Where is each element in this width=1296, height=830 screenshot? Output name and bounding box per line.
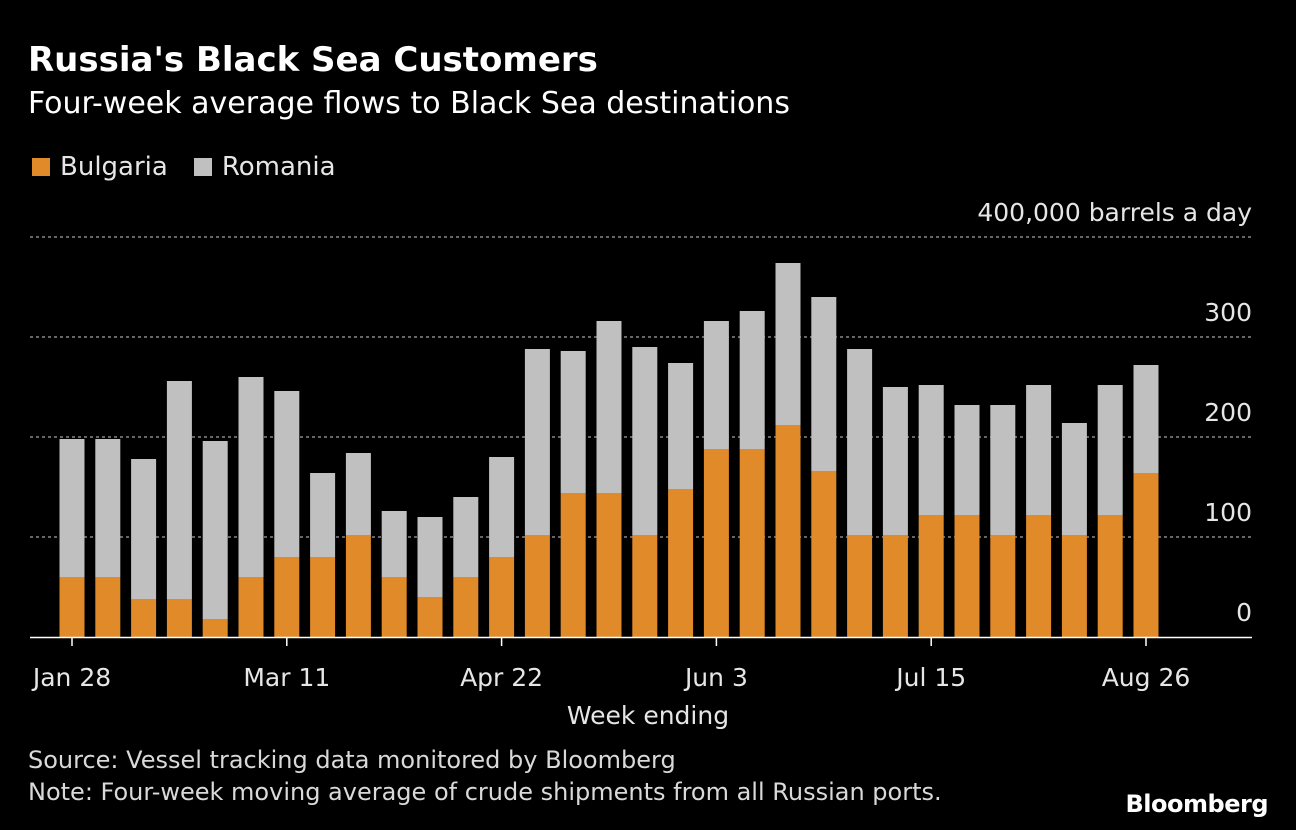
bar-romania-27	[1026, 385, 1052, 515]
bar-romania-24	[918, 385, 944, 515]
bar-romania-19	[739, 311, 765, 449]
bar-bulgaria-4	[202, 619, 228, 637]
bar-romania-17	[668, 363, 694, 489]
bar-romania-29	[1097, 385, 1123, 515]
bar-bulgaria-15	[596, 493, 622, 637]
bar-romania-0	[59, 439, 85, 577]
bar-bulgaria-7	[310, 557, 336, 637]
bar-romania-21	[811, 297, 837, 471]
bar-bulgaria-23	[882, 535, 908, 637]
source-note: Source: Vessel tracking data monitored b…	[28, 746, 676, 774]
y-tick-label-0: 0	[1236, 598, 1252, 627]
bar-bulgaria-26	[990, 535, 1016, 637]
x-tick-label-12: Apr 22	[460, 663, 543, 692]
bar-bulgaria-0	[59, 577, 85, 637]
bar-romania-1	[95, 439, 121, 577]
bar-romania-13	[524, 349, 550, 535]
bar-romania-30	[1133, 365, 1159, 473]
x-tick-label-0: Jan 28	[31, 663, 111, 692]
bar-romania-6	[274, 391, 300, 557]
bar-bulgaria-18	[703, 449, 729, 637]
bar-bulgaria-11	[453, 577, 479, 637]
bar-romania-14	[560, 351, 586, 493]
legend-label-romania: Romania	[221, 152, 336, 182]
bar-romania-20	[775, 263, 801, 425]
y-tick-label-100: 100	[1204, 498, 1252, 527]
legend-item-bulgaria: Bulgaria	[32, 152, 168, 182]
bar-romania-18	[703, 321, 729, 449]
y-tick-label-200: 200	[1204, 398, 1252, 427]
bar-bulgaria-20	[775, 425, 801, 637]
bar-bulgaria-17	[668, 489, 694, 637]
bar-romania-2	[131, 459, 157, 599]
legend-label-bulgaria: Bulgaria	[60, 152, 168, 182]
bar-bulgaria-3	[166, 599, 192, 637]
bar-bulgaria-25	[954, 515, 980, 637]
bar-chart: 0 100 200 300 400,000 barrels a day Jan 28 Mar…	[30, 198, 1252, 730]
bar-bulgaria-21	[811, 471, 837, 637]
legend-item-romania: Romania	[193, 152, 336, 182]
bar-romania-9	[381, 511, 407, 577]
bar-romania-3	[166, 381, 192, 599]
chart-subtitle: Four-week average flows to Black Sea des…	[28, 86, 790, 121]
bar-romania-28	[1061, 423, 1087, 535]
bloomberg-logo: Bloomberg	[1125, 790, 1269, 818]
bar-romania-4	[202, 441, 228, 619]
bar-bulgaria-27	[1026, 515, 1052, 637]
bar-romania-22	[847, 349, 873, 535]
bar-romania-23	[882, 387, 908, 535]
bar-bulgaria-1	[95, 577, 121, 637]
bar-bulgaria-16	[632, 535, 658, 637]
bar-bulgaria-8	[345, 535, 371, 637]
footnote: Note: Four-week moving average of crude …	[28, 778, 942, 806]
bar-bulgaria-13	[524, 535, 550, 637]
bar-bulgaria-2	[131, 599, 157, 637]
bar-bulgaria-28	[1061, 535, 1087, 637]
bar-bulgaria-10	[417, 597, 443, 637]
legend-swatch-romania	[193, 158, 212, 176]
x-tick-label-30: Aug 26	[1102, 663, 1191, 692]
bar-bulgaria-24	[918, 515, 944, 637]
bar-bulgaria-5	[238, 577, 264, 637]
x-tick-label-24: Jul 15	[894, 663, 966, 692]
y-tick-label-400: 400,000 barrels a day	[977, 198, 1252, 227]
bar-bulgaria-14	[560, 493, 586, 637]
bar-romania-25	[954, 405, 980, 515]
x-axis-title: Week ending	[567, 701, 729, 730]
chart-title: Russia's Black Sea Customers	[28, 40, 598, 80]
bar-romania-7	[310, 473, 336, 557]
bar-bulgaria-12	[489, 557, 515, 637]
bar-bulgaria-22	[847, 535, 873, 637]
x-tick-label-18: Jun 3	[683, 663, 748, 692]
bar-romania-10	[417, 517, 443, 597]
y-tick-label-300: 300	[1204, 298, 1252, 327]
bar-romania-16	[632, 347, 658, 535]
bar-bulgaria-19	[739, 449, 765, 637]
bar-bulgaria-6	[274, 557, 300, 637]
bar-romania-15	[596, 321, 622, 493]
bar-romania-12	[489, 457, 515, 557]
bar-romania-8	[345, 453, 371, 535]
bar-romania-11	[453, 497, 479, 577]
bar-bulgaria-30	[1133, 473, 1159, 637]
bar-bulgaria-29	[1097, 515, 1123, 637]
legend: Bulgaria Romania	[32, 152, 362, 182]
bar-romania-26	[990, 405, 1016, 535]
bar-bulgaria-9	[381, 577, 407, 637]
bar-romania-5	[238, 377, 264, 577]
x-tick-label-6: Mar 11	[243, 663, 330, 692]
legend-swatch-bulgaria	[32, 158, 50, 176]
